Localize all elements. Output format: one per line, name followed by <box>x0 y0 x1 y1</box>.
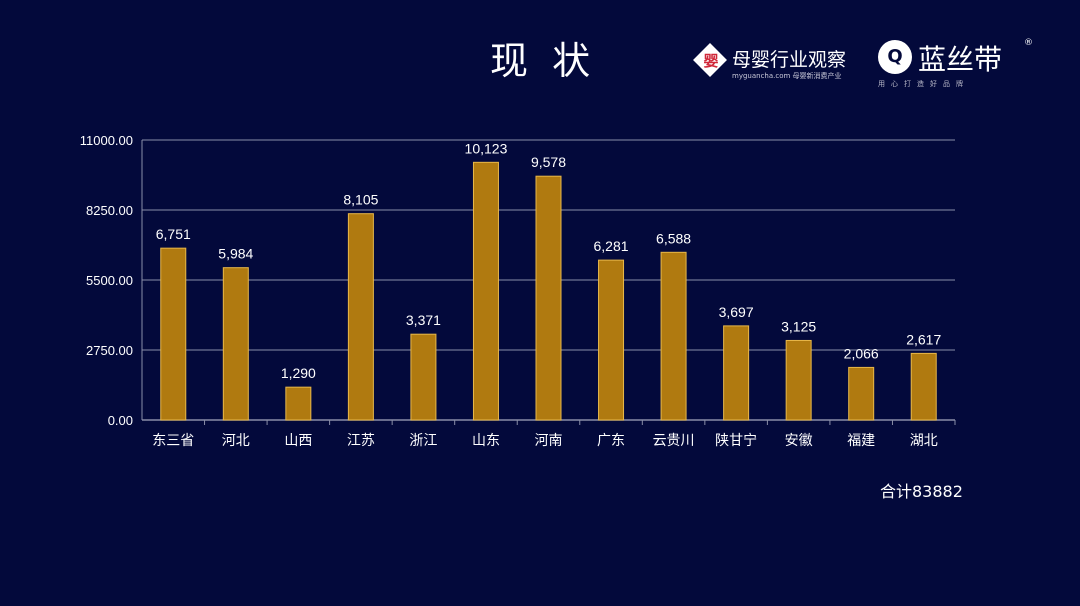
bar <box>723 325 750 421</box>
bar <box>285 386 312 421</box>
x-category-label: 安徽 <box>785 433 813 449</box>
bar <box>410 333 437 421</box>
x-category-label: 河北 <box>222 433 250 449</box>
bar-value-label: 3,125 <box>781 318 816 334</box>
logo-subtitle: myguancha.com 母婴新消费产业 <box>732 72 842 80</box>
bar-value-label: 1,290 <box>281 365 316 381</box>
y-tick-label: 5500.00 <box>86 273 133 288</box>
y-tick-label: 11000.00 <box>80 133 133 148</box>
x-category-label: 陕甘宁 <box>715 432 757 449</box>
logo-name: 蓝丝带 <box>918 43 1003 76</box>
x-category-label: 湖北 <box>910 433 938 449</box>
bar <box>910 352 937 421</box>
bar <box>222 267 249 421</box>
x-category-label: 福建 <box>847 433 875 449</box>
bar-value-label: 3,371 <box>406 312 441 328</box>
bar-value-label: 2,066 <box>844 345 879 361</box>
x-category-label: 广东 <box>597 433 625 449</box>
y-tick-label: 8250.00 <box>86 203 133 218</box>
bar-value-label: 3,697 <box>719 304 754 320</box>
total-label: 合计83882 <box>880 482 963 501</box>
bar <box>598 259 625 421</box>
circle-logo-icon <box>878 40 912 74</box>
x-category-label: 河南 <box>535 433 563 449</box>
bar <box>160 247 187 421</box>
bar-value-label: 9,578 <box>531 154 566 170</box>
bar-value-label: 6,751 <box>156 226 191 242</box>
bar <box>848 366 875 421</box>
bar <box>660 251 687 421</box>
x-category-label: 东三省 <box>152 433 194 449</box>
lansidai-logo: Q 蓝丝带 ® 用心打造好品牌 <box>878 38 1038 98</box>
logo-subtitle: 用心打造好品牌 <box>878 80 969 88</box>
x-category-label: 江苏 <box>347 433 375 449</box>
slide-title: 现 状 <box>490 39 597 83</box>
bar-value-label: 8,105 <box>343 192 378 208</box>
bar <box>347 213 374 421</box>
bar-value-label: 6,588 <box>656 230 691 246</box>
logo-mark-text: 婴 <box>703 52 719 70</box>
logo-mark-text: Q <box>887 46 903 67</box>
bar-value-label: 10,123 <box>465 140 508 156</box>
x-category-label: 浙江 <box>409 433 437 449</box>
bar <box>785 339 812 421</box>
logo-name: 母婴行业观察 <box>732 49 847 71</box>
x-category-label: 山东 <box>472 433 500 449</box>
bar <box>535 175 562 421</box>
muying-logo: 婴 母婴行业观察 myguancha.com 母婴新消费产业 <box>693 43 869 94</box>
x-category-label: 云贵川 <box>653 433 695 449</box>
y-tick-label: 0.00 <box>108 413 133 428</box>
bar-value-label: 5,984 <box>218 246 253 262</box>
x-category-label: 山西 <box>284 433 312 449</box>
registered-mark: ® <box>1024 38 1033 48</box>
y-tick-label: 2750.00 <box>86 343 133 358</box>
bar <box>472 161 499 421</box>
bar-value-label: 6,281 <box>594 238 629 254</box>
bar-value-label: 2,617 <box>906 331 941 347</box>
